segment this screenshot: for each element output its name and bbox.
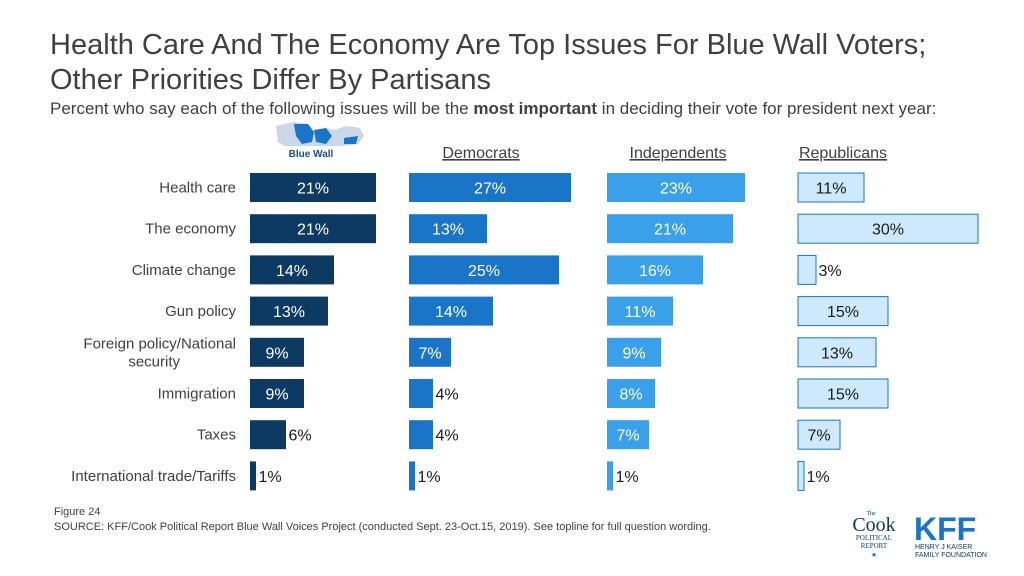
value-label-independents: 7%: [616, 428, 639, 445]
bar-independents: [607, 173, 745, 202]
bar-republicans: [797, 337, 877, 368]
cook-logo-the: The: [866, 511, 876, 517]
bar-republicans: [797, 172, 865, 203]
chart-subtitle: Percent who say each of the following is…: [50, 98, 980, 119]
cook-logo-sub2: REPORT: [861, 542, 888, 550]
bar-bluewall: [250, 214, 376, 244]
bar-republicans: [797, 296, 889, 327]
map-highlight-2: [314, 128, 332, 144]
value-label-republicans: 30%: [872, 222, 904, 239]
bar-independents: [607, 420, 649, 450]
bar-independents: [607, 214, 733, 244]
value-label-republicans: 1%: [806, 469, 829, 486]
logo-badge: [280, 146, 342, 161]
subtitle-emphasis: most important: [473, 99, 598, 118]
value-label-democrats: 14%: [435, 304, 467, 321]
kff-logo-sub1: HENRY J KAISER: [915, 544, 972, 551]
bar-bluewall: [250, 379, 304, 408]
category-label: Gun policy: [165, 303, 236, 320]
subtitle-text-end: in deciding their vote for president nex…: [597, 99, 937, 118]
bar-independents: [607, 255, 703, 285]
value-label-independents: 23%: [660, 181, 692, 198]
bar-independents: [607, 461, 613, 491]
value-label-democrats: 13%: [432, 222, 464, 239]
value-label-independents: 1%: [615, 469, 638, 486]
bar-independents: [607, 379, 655, 408]
value-label-independents: 8%: [619, 387, 642, 404]
figure-label: Figure 24: [54, 506, 101, 518]
value-label-bluewall: 13%: [273, 304, 305, 321]
cook-political-report-logo: The Cook POLITICAL REPORT ★: [852, 511, 895, 559]
chart-title: Health Care And The Economy Are Top Issu…: [50, 29, 927, 96]
value-label-bluewall: 14%: [276, 263, 308, 280]
bar-bluewall: [250, 296, 328, 326]
value-label-independents: 11%: [625, 304, 656, 321]
bar-chart: Democrats Independents Republicans Health c…: [71, 145, 979, 491]
kff-logo-main: KFF: [914, 511, 976, 547]
kff-logo-sub2: FAMILY FOUNDATION: [915, 552, 987, 559]
bar-republicans: [797, 254, 817, 285]
bar-democrats: [409, 255, 559, 285]
series-header-democrats: Democrats: [442, 145, 519, 162]
bar-democrats: [409, 173, 571, 202]
map-highlight: [294, 124, 314, 144]
value-label-republicans: 3%: [818, 263, 841, 280]
bar-democrats: [409, 214, 487, 244]
value-label-bluewall: 21%: [297, 222, 329, 239]
subtitle-text: Percent who say each of the following is…: [50, 99, 474, 118]
value-label-republicans: 7%: [807, 428, 830, 445]
blue-wall-logo-text: Blue Wall: [289, 149, 334, 160]
value-label-independents: 16%: [639, 263, 671, 280]
map-highlight-3: [344, 136, 358, 144]
value-label-democrats: 4%: [435, 387, 458, 404]
value-label-bluewall: 21%: [297, 181, 329, 198]
bar-republicans: [797, 460, 805, 491]
bar-democrats: [409, 337, 451, 367]
bar-democrats: [409, 461, 415, 491]
bar-bluewall: [250, 337, 304, 367]
value-label-bluewall: 9%: [265, 387, 288, 404]
bar-bluewall: [250, 420, 286, 450]
category-label: International trade/Tariffs: [71, 468, 236, 485]
series-header-republicans: Republicans: [799, 145, 887, 162]
bar-democrats: [409, 379, 433, 408]
blue-wall-map-logo: Blue Wall: [276, 122, 364, 161]
value-label-democrats: 27%: [474, 181, 506, 198]
cook-logo-main: Cook: [852, 514, 895, 536]
value-label-republicans: 15%: [827, 304, 859, 321]
value-label-democrats: 7%: [418, 345, 441, 362]
value-label-democrats: 25%: [468, 263, 500, 280]
value-label-republicans: 11%: [816, 181, 847, 198]
category-label: Climate change: [132, 262, 236, 279]
value-label-bluewall: 6%: [288, 428, 311, 445]
bar-republicans: [797, 378, 889, 409]
bar-bluewall: [250, 173, 376, 202]
cook-logo-sub1: POLITICAL: [856, 534, 892, 542]
bar-republicans: [797, 213, 979, 244]
value-label-independents: 21%: [654, 222, 686, 239]
value-label-republicans: 13%: [821, 345, 853, 362]
bar-democrats: [409, 420, 433, 450]
bar-independents: [607, 296, 673, 326]
value-label-bluewall: 1%: [258, 469, 281, 486]
category-label: Taxes: [197, 427, 236, 444]
kff-logo: KFF HENRY J KAISER FAMILY FOUNDATION: [914, 511, 987, 559]
bar-democrats: [409, 296, 493, 326]
value-label-independents: 9%: [622, 345, 645, 362]
source-note: SOURCE: KFF/Cook Political Report Blue W…: [54, 521, 711, 533]
category-label: The economy: [145, 221, 236, 238]
value-label-republicans: 15%: [827, 387, 859, 404]
category-label: Health care: [159, 180, 236, 197]
bar-bluewall: [250, 255, 334, 285]
value-label-democrats: 4%: [435, 428, 458, 445]
category-label: Foreign policy/National security: [83, 335, 236, 370]
bar-independents: [607, 337, 661, 367]
category-label: Immigration: [158, 386, 236, 403]
bar-republicans: [797, 419, 841, 450]
bar-bluewall: [250, 461, 256, 491]
series-header-independents: Independents: [630, 145, 727, 162]
star-icon: ★: [871, 551, 877, 559]
value-label-democrats: 1%: [417, 469, 440, 486]
value-label-bluewall: 9%: [265, 345, 288, 362]
